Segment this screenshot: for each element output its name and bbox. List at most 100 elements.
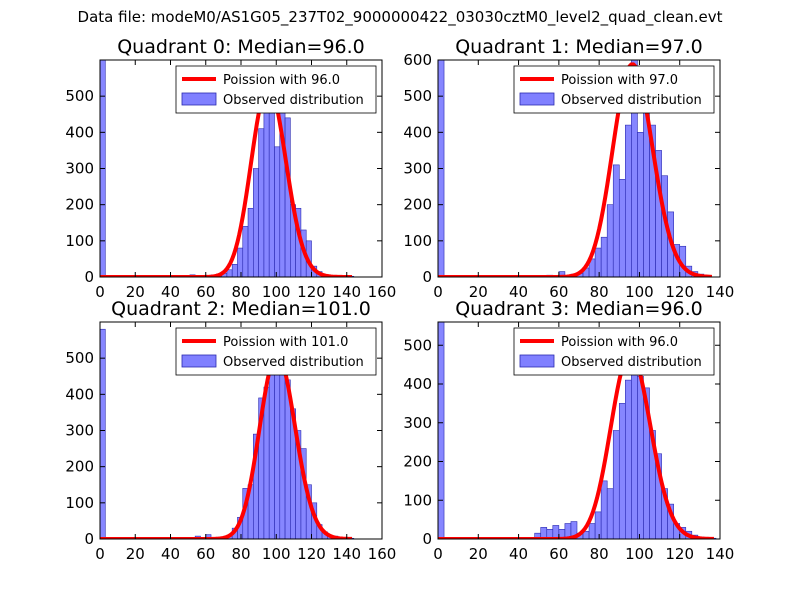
chart-panel-q3: 0 20 40 60 80 100 120 140 0 100 200 300 400 500 Quadra… [403,298,734,563]
histogram-bar [600,480,608,539]
histogram-bar [263,88,270,277]
histogram-bar [274,146,281,277]
x-tick-label: 40 [161,283,180,301]
x-tick-label: 120 [665,283,694,301]
x-tick-label: 140 [332,283,361,301]
y-tick-label: 200 [403,453,432,471]
x-tick-label: 100 [625,545,654,563]
x-tick-label: 120 [297,545,326,563]
histogram-bar [242,226,249,277]
x-tick-label: 100 [262,545,291,563]
poisson-fit-line [100,352,353,539]
y-tick-label: 0 [422,268,432,286]
legend-fit-label: Poission with 96.0 [561,335,678,350]
histogram-bar [279,350,286,539]
y-tick-label: 500 [403,87,432,105]
x-tick-label: 100 [262,283,291,301]
chart-title: Quadrant 3: Median=96.0 [455,298,703,320]
x-tick-label: 140 [332,545,361,563]
legend-hist-swatch [519,92,555,106]
x-tick-label: 160 [368,283,397,301]
y-tick-label: 300 [65,160,94,178]
chart-panel-q0: 0 20 40 60 80 100 120 140 160 0 100 200 300 400 500 Qua… [65,36,396,301]
chart-panel-q1: 0 20 40 60 80 100 120 140 0 100 200 300 400 500 600 Qua… [403,36,734,301]
x-tick-label: 0 [433,283,443,301]
histogram-bar [606,204,614,277]
x-tick-label: 80 [590,283,609,301]
y-tick-label: 200 [65,458,94,476]
y-tick-label: 300 [403,414,432,432]
histogram-bar [588,523,596,539]
histogram-bar [618,179,626,277]
plot-area-q3 [438,322,717,539]
histogram-bar [612,164,620,277]
histogram-bar [231,264,238,277]
chart-panel-q2: 0 20 40 60 80 100 120 140 160 0 100 200 300 400 500 Qua… [65,298,396,563]
histogram-bar [253,168,259,277]
x-tick-label: 80 [590,545,609,563]
legend-hist-label: Observed distribution [561,93,702,108]
y-tick-label: 200 [65,196,94,214]
histogram-bar [438,322,445,539]
y-tick-label: 100 [403,232,432,250]
legend-fit-label: Poission with 101.0 [223,335,348,350]
legend-hist-label: Observed distribution [223,355,364,370]
x-tick-label: 20 [126,545,145,563]
y-tick-label: 100 [403,491,432,509]
histogram-bar [570,521,578,539]
x-tick-label: 80 [231,283,250,301]
chart-title: Quadrant 0: Median=96.0 [117,36,365,58]
x-tick-label: 120 [665,545,694,563]
x-tick-label: 60 [196,545,215,563]
y-tick-label: 500 [65,87,94,105]
histogram-bar [274,357,281,539]
plot-area-q2 [100,328,355,539]
histogram-bar [631,348,638,539]
legend-fit-label: Poission with 97.0 [561,73,678,88]
y-tick-label: 0 [84,530,94,548]
x-tick-label: 60 [196,283,215,301]
y-tick-label: 0 [84,268,94,286]
y-tick-label: 300 [65,422,94,440]
x-tick-label: 140 [706,283,735,301]
histogram-bar [625,379,632,539]
y-tick-label: 0 [422,530,432,548]
x-tick-label: 0 [433,545,443,563]
histogram-bar [612,430,620,539]
x-tick-label: 20 [469,545,488,563]
histogram-bar [637,132,644,277]
x-tick-label: 160 [368,545,397,563]
legend-hist-swatch [181,92,217,106]
x-tick-label: 60 [549,545,568,563]
histogram-bar [100,328,106,539]
axes-frame [437,321,721,540]
poisson-fit-line [100,83,353,277]
legend-fit-label: Poission with 96.0 [223,73,340,88]
y-tick-label: 500 [65,349,94,367]
x-tick-label: 0 [95,283,105,301]
y-tick-label: 100 [65,494,94,512]
x-tick-label: 20 [469,283,488,301]
legend-hist-label: Observed distribution [223,93,364,108]
x-tick-label: 140 [706,545,735,563]
histogram-bar [625,124,632,277]
y-tick-label: 100 [65,232,94,250]
poisson-fit-line [438,350,714,539]
x-tick-label: 120 [297,283,326,301]
poisson-fit-line [438,62,713,277]
legend-hist-swatch [519,354,555,368]
y-tick-label: 400 [403,375,432,393]
x-tick-label: 40 [509,283,528,301]
y-tick-label: 400 [65,123,94,141]
x-tick-label: 0 [95,545,105,563]
histogram-bar [600,236,608,277]
histogram-bar [637,375,644,539]
histogram-bar [268,350,275,539]
legend-hist-label: Observed distribution [561,355,702,370]
chart-title: Quadrant 1: Median=97.0 [455,36,703,58]
x-tick-label: 20 [126,283,145,301]
histogram-bar [258,128,265,277]
y-tick-label: 300 [403,160,432,178]
y-tick-label: 200 [403,196,432,214]
